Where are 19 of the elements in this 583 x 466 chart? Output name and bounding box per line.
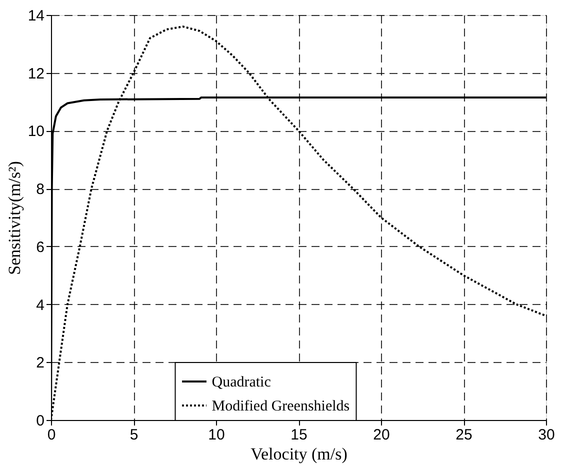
x-tick-label: 25 bbox=[456, 426, 472, 444]
y-tick-label: 10 bbox=[28, 123, 44, 140]
y-tick-label: 12 bbox=[28, 65, 44, 82]
y-tick-label: 4 bbox=[36, 296, 44, 314]
y-tick-label: 2 bbox=[36, 354, 44, 372]
x-tick-label: 10 bbox=[208, 426, 225, 444]
x-tick-label: 5 bbox=[130, 426, 138, 444]
x-tick-label: 0 bbox=[47, 426, 56, 444]
y-tick-label: 14 bbox=[28, 8, 44, 24]
y-tick-label: 6 bbox=[36, 238, 44, 256]
legend-label: Quadratic bbox=[212, 374, 272, 390]
x-tick-label: 30 bbox=[538, 426, 555, 444]
x-tick-label: 15 bbox=[290, 426, 308, 444]
legend-label: Modified Greenshields bbox=[212, 398, 350, 414]
x-axis-title: Velocity (m/s) bbox=[250, 444, 348, 464]
x-tick-label: 20 bbox=[373, 426, 390, 444]
y-tick-label: 8 bbox=[36, 181, 44, 198]
y-tick-label: 0 bbox=[36, 412, 44, 430]
y-axis-title: Sensitivity(m/s²) bbox=[4, 161, 24, 275]
